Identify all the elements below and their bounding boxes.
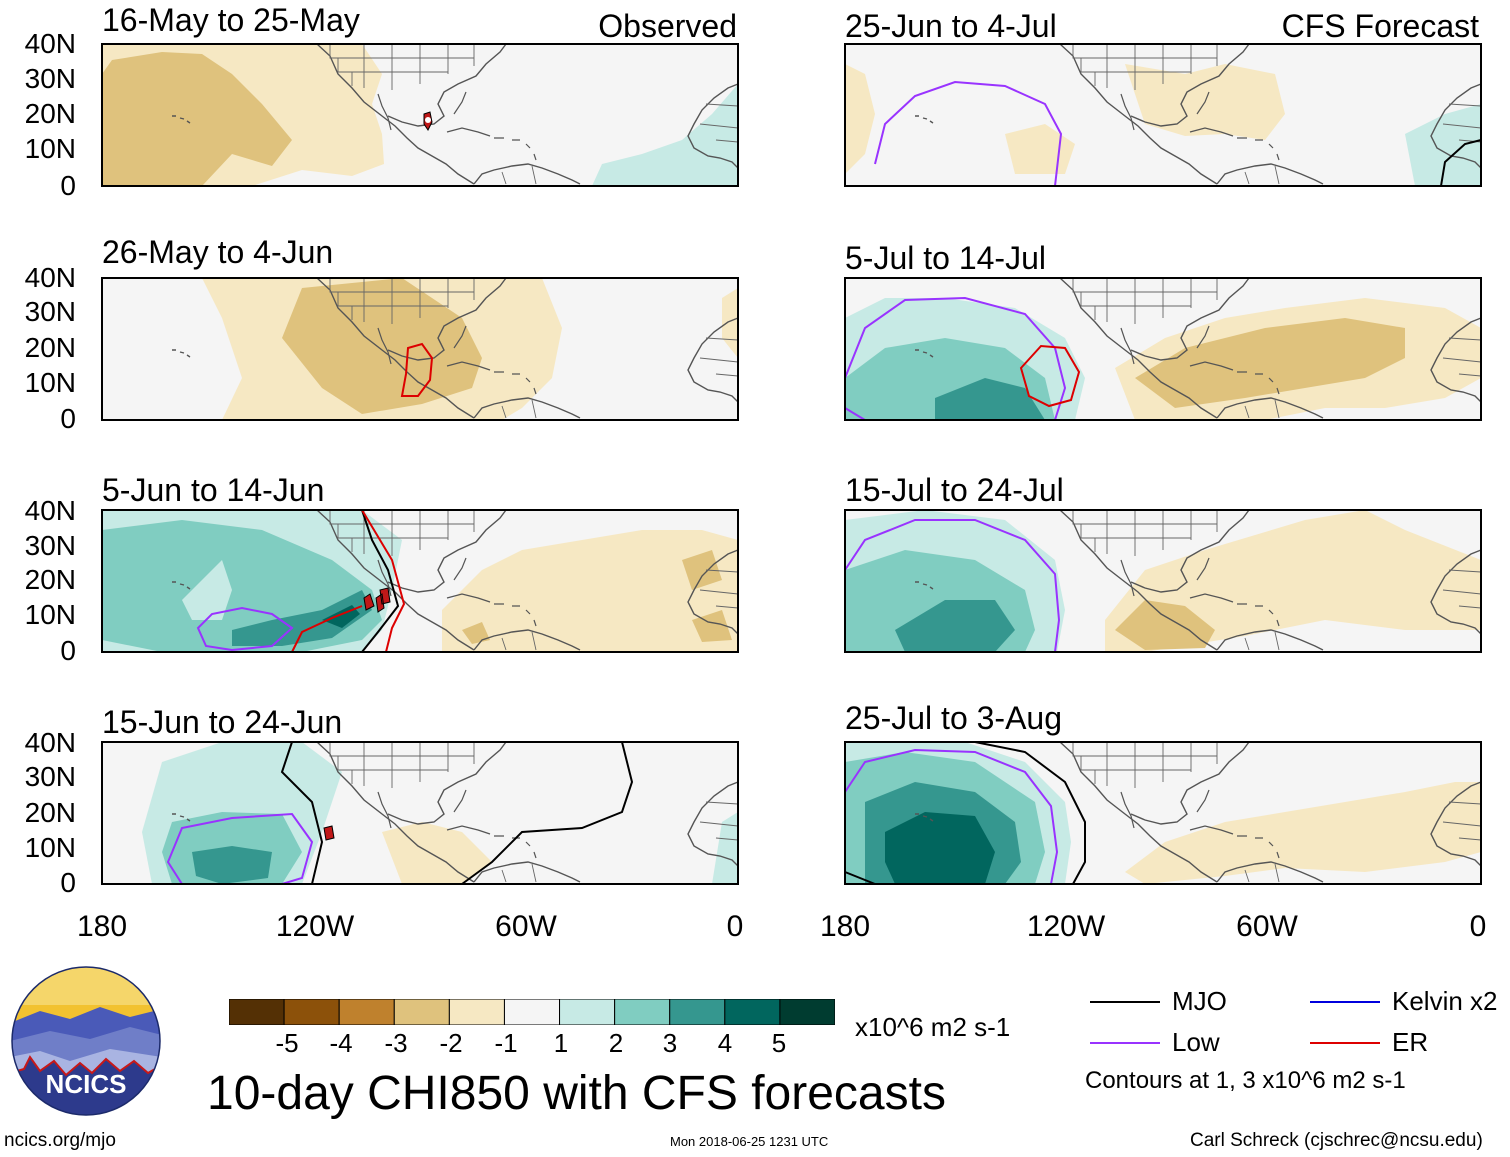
lat-tick: 10N: [24, 133, 76, 164]
lat-tick: 0: [60, 403, 76, 434]
legend-line-kelvin: [1310, 1001, 1380, 1003]
lat-tick: 0: [60, 635, 76, 666]
map-panel-16-may-to-25-may: [101, 43, 739, 187]
map-panel-5-jun-to-14-jun: [101, 509, 739, 653]
lon-tick: 120W: [275, 910, 355, 943]
lat-tick: 0: [60, 867, 76, 898]
colorbar-swatch: [669, 999, 726, 1025]
colorbar-swatch: [393, 999, 450, 1025]
colorbar-swatch: [559, 999, 616, 1025]
colorbar-tick: 4: [717, 1028, 733, 1058]
lat-tick: 0: [60, 170, 76, 201]
colorbar-swatch: [779, 999, 835, 1025]
map-panel-25-jun-to-4-jul: [844, 43, 1482, 187]
panel-title-8: 25-Jul to 3-Aug: [845, 700, 1063, 736]
colorbar-tick: 5: [771, 1028, 787, 1058]
map-panel-15-jun-to-24-jun: [101, 741, 739, 885]
observed-label: Observed: [598, 8, 737, 44]
colorbar-tick: -3: [384, 1028, 408, 1058]
lon-tick: 0: [726, 910, 744, 943]
credit-text: Carl Schreck (cjschrec@ncsu.edu): [1190, 1130, 1483, 1151]
lon-tick: 0: [1469, 910, 1487, 943]
lat-tick: 30N: [24, 296, 76, 327]
colorbar-tick: -4: [329, 1028, 353, 1058]
colorbar-swatch: [724, 999, 781, 1025]
map-panel-26-may-to-4-jun: [101, 277, 739, 421]
panel-title-2: 26-May to 4-Jun: [102, 234, 334, 270]
lon-tick: 60W: [495, 910, 557, 943]
colorbar-tick: 2: [608, 1028, 624, 1058]
panel-title-7: 15-Jul to 24-Jul: [845, 472, 1064, 508]
legend-label-er: ER: [1392, 1027, 1429, 1057]
legend-line-er: [1310, 1042, 1380, 1044]
colorbar-swatch: [503, 999, 561, 1025]
colorbar-tick: -2: [439, 1028, 463, 1058]
colorbar-units: x10^6 m2 s-1: [855, 1012, 1011, 1042]
colorbar-swatch: [229, 999, 285, 1025]
lat-tick: 20N: [24, 332, 76, 363]
panel-title-1: 16-May to 25-May: [102, 2, 360, 38]
lat-tick: 30N: [24, 63, 76, 94]
colorbar-swatch: [283, 999, 340, 1025]
lat-tick: 40N: [24, 495, 76, 526]
lat-tick: 40N: [24, 28, 76, 59]
ncics-logo: NCICS: [11, 966, 161, 1116]
legend-label-low: Low: [1172, 1027, 1220, 1057]
lon-tick: 180: [76, 910, 128, 943]
lat-tick: 40N: [24, 262, 76, 293]
lon-tick: 60W: [1236, 910, 1298, 943]
legend-line-mjo: [1090, 1001, 1160, 1003]
lat-tick: 20N: [24, 564, 76, 595]
figure-title: 10-day CHI850 with CFS forecasts: [207, 1067, 946, 1120]
panel-title-6: 5-Jul to 14-Jul: [845, 240, 1046, 276]
cfs-forecast-label: CFS Forecast: [1281, 8, 1479, 44]
lat-tick: 30N: [24, 761, 76, 792]
map-panel-15-jul-to-24-jul: [844, 509, 1482, 653]
lat-tick: 10N: [24, 599, 76, 630]
colorbar-tick: 1: [553, 1028, 569, 1058]
legend-label-kelvin: Kelvin x2: [1392, 986, 1498, 1016]
lat-tick: 10N: [24, 367, 76, 398]
panel-title-4: 15-Jun to 24-Jun: [102, 704, 343, 740]
colorbar-swatch: [614, 999, 671, 1025]
panel-title-5: 25-Jun to 4-Jul: [845, 8, 1057, 44]
lat-tick: 30N: [24, 530, 76, 561]
lat-tick: 20N: [24, 797, 76, 828]
map-panel-25-jul-to-3-aug: [844, 741, 1482, 885]
lon-tick: 120W: [1026, 910, 1106, 943]
colorbar-tick: -5: [275, 1028, 299, 1058]
timestamp: Mon 2018-06-25 1231 UTC: [670, 1134, 829, 1149]
colorbar-tick: -1: [494, 1028, 518, 1058]
lat-tick: 10N: [24, 832, 76, 863]
panel-title-3: 5-Jun to 14-Jun: [102, 472, 325, 508]
colorbar-tick: 3: [662, 1028, 678, 1058]
legend-line-low: [1090, 1042, 1160, 1044]
map-panel-5-jul-to-14-jul: [844, 277, 1482, 421]
legend-label-mjo: MJO: [1172, 986, 1227, 1016]
lat-tick: 40N: [24, 727, 76, 758]
lon-tick: 180: [819, 910, 871, 943]
legend-note: Contours at 1, 3 x10^6 m2 s-1: [1085, 1067, 1406, 1094]
lat-tick: 20N: [24, 98, 76, 129]
colorbar-swatch: [338, 999, 395, 1025]
colorbar: [229, 999, 835, 1025]
logo-text: NCICS: [46, 1069, 127, 1099]
website-text: ncics.org/mjo: [4, 1130, 116, 1151]
colorbar-swatch: [448, 999, 505, 1025]
